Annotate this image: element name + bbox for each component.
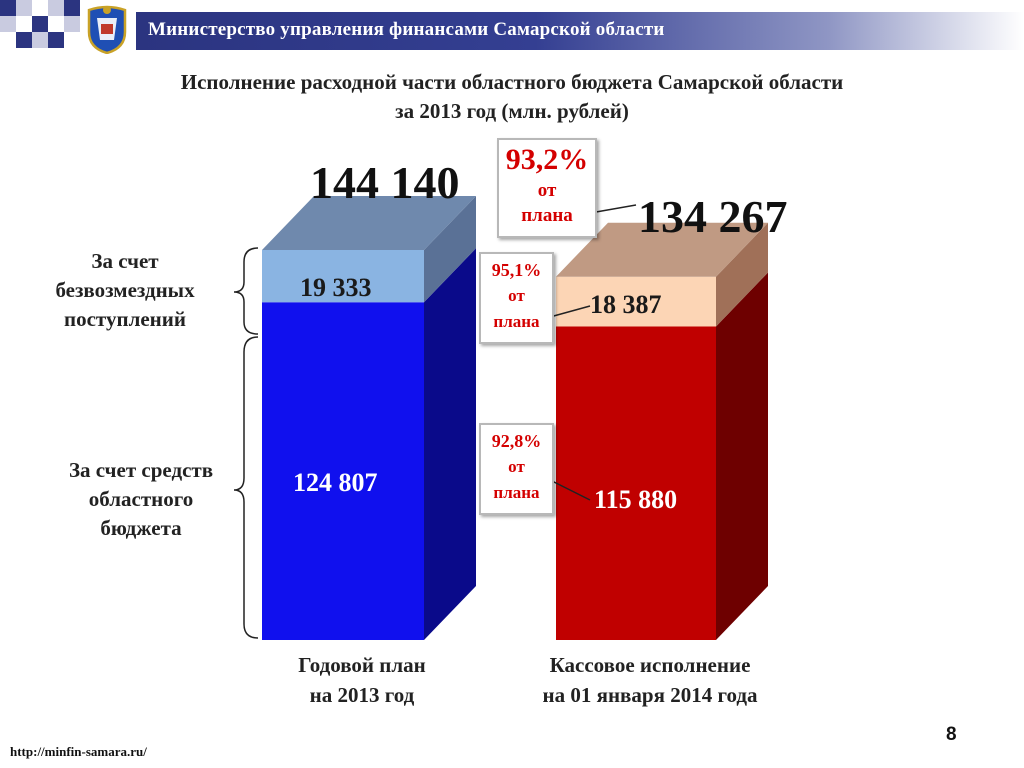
- callout-grants-text2: плана: [493, 312, 540, 331]
- chart-title-line2: за 2013 год (млн. рублей): [395, 99, 629, 123]
- callout-grants-percent: 95,1% от плана: [479, 252, 554, 344]
- category-label-plan-line1: Годовой план: [298, 653, 426, 677]
- data-label-plan-grants: 19 333: [300, 273, 372, 302]
- bar-front-execution-grants: [556, 276, 716, 327]
- side-label-grants: За счет безвозмездных поступлений: [20, 247, 230, 334]
- callout-regional-percent: 92,8% от плана: [479, 423, 554, 515]
- side-label-regional-line1: За счет средств: [68, 458, 214, 482]
- callout-total-pointer: [595, 204, 637, 213]
- total-label-plan: 144 140: [310, 157, 460, 208]
- category-label-execution-line2: на 01 января 2014 года: [542, 683, 758, 707]
- callout-total-percent: 93,2% от плана: [497, 138, 597, 238]
- bracket-grants: [233, 247, 259, 335]
- footer-url: http://minfin-samara.ru/: [10, 744, 147, 759]
- page-number: 8: [946, 724, 957, 745]
- data-label-plan-regional: 124 807: [293, 468, 378, 497]
- bar-top-execution-grants: [556, 222, 768, 277]
- header-checker-pattern: [0, 0, 80, 62]
- bracket-regional: [233, 336, 259, 639]
- callout-regional-pct: 92,8%: [491, 431, 542, 451]
- callout-total-pct: 93,2%: [505, 143, 589, 176]
- category-label-execution-line1: Кассовое исполнение: [549, 653, 751, 677]
- category-label-plan: Годовой план на 2013 год: [212, 650, 512, 710]
- bar-side-execution-grants: [716, 222, 768, 327]
- callout-regional-text2: плана: [493, 483, 540, 502]
- callout-grants-text1: от: [508, 286, 525, 305]
- bar-top-plan-grants: [262, 196, 476, 250]
- side-label-grants-line2: безвозмездных: [55, 278, 195, 302]
- header-bar: Министерство управления финансами Самарс…: [136, 12, 1024, 50]
- side-label-grants-line1: За счет: [91, 249, 159, 273]
- bar-side-execution-regional: [716, 272, 768, 640]
- side-label-regional-line2: областного: [88, 487, 194, 511]
- bar-front-plan-regional: [262, 302, 424, 640]
- callout-grants-pointer: [549, 305, 591, 318]
- side-label-regional-line3: бюджета: [100, 516, 182, 540]
- data-label-execution-grants: 18 387: [590, 290, 662, 319]
- bar-side-plan-grants: [424, 196, 476, 303]
- total-label-execution: 134 267: [638, 191, 788, 242]
- side-label-grants-line3: поступлений: [64, 307, 186, 331]
- coat-of-arms-icon: [87, 5, 127, 54]
- category-label-execution: Кассовое исполнение на 01 января 2014 го…: [500, 650, 800, 710]
- bar-front-plan-grants: [262, 250, 424, 303]
- chart-title-line1: Исполнение расходной части областного бю…: [180, 70, 844, 94]
- callout-regional-pointer: [549, 479, 591, 501]
- category-label-plan-line2: на 2013 год: [309, 683, 415, 707]
- callout-total-text2: плана: [521, 205, 573, 226]
- bar-front-execution-regional: [556, 326, 716, 640]
- side-label-regional: За счет средств областного бюджета: [36, 456, 246, 543]
- callout-regional-text1: от: [508, 457, 525, 476]
- data-label-execution-regional: 115 880: [594, 485, 678, 514]
- callout-grants-pct: 95,1%: [491, 260, 542, 280]
- ministry-name: Министерство управления финансами Самарс…: [148, 19, 665, 40]
- bar-side-plan-regional: [424, 248, 476, 640]
- callout-total-text1: от: [537, 180, 557, 201]
